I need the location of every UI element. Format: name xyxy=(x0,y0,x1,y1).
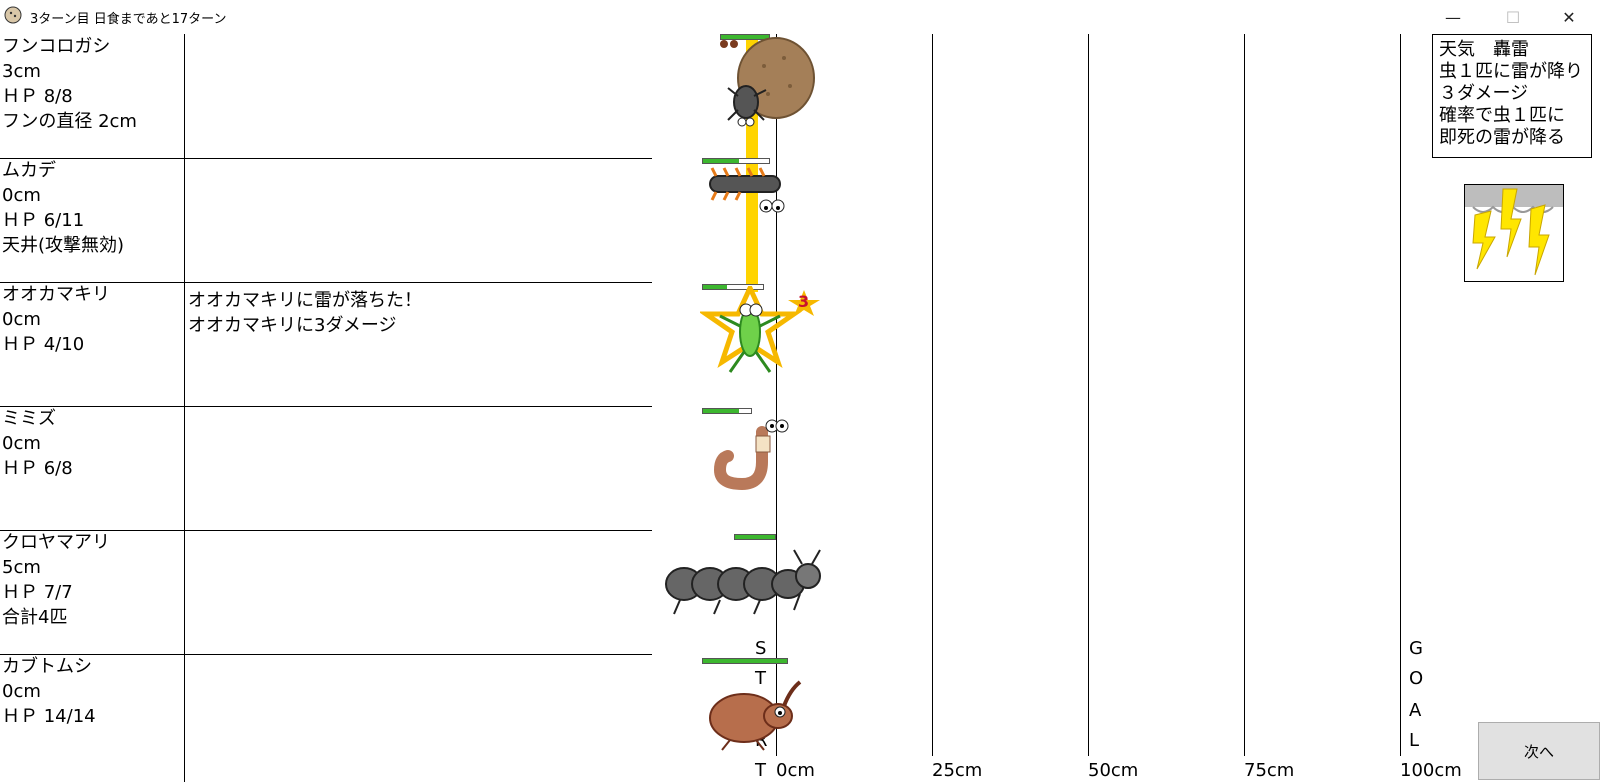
bug-name: ムカデ xyxy=(2,160,56,181)
bug-row-rhino-beetle: カブトムシ 0cm ＨＰ 14/14 xyxy=(0,654,652,782)
bug-distance: 0cm xyxy=(2,185,41,206)
thunderstorm-icon xyxy=(1464,184,1564,282)
weather-description: 虫１匹に雷が降り xyxy=(1439,61,1583,82)
bug-row-ant: クロヤマアリ 5cm ＨＰ 7/7 合計4匹 xyxy=(0,530,652,655)
axis-label-50cm: 50cm xyxy=(1088,760,1139,781)
title-bar: 3ターン目 日食まであと17ターン — ☐ ✕ xyxy=(0,0,1602,34)
earthworm-sprite xyxy=(713,419,789,491)
bug-distance: 3cm xyxy=(2,61,41,82)
close-button[interactable]: ✕ xyxy=(1562,7,1576,27)
bug-name: ミミズ xyxy=(2,408,56,429)
damage-badge: 3 xyxy=(798,292,810,311)
start-letter: S xyxy=(755,638,767,659)
hp-fill xyxy=(721,35,769,39)
dung-beetle-app-icon xyxy=(4,6,22,24)
bug-hp: ＨＰ 4/10 xyxy=(2,334,85,355)
track-line-25cm xyxy=(932,34,933,756)
bug-hp: ＨＰ 6/11 xyxy=(2,210,85,231)
centipede-sprite xyxy=(709,167,785,213)
bug-name: クロヤマアリ xyxy=(2,532,110,553)
hp-fill xyxy=(735,535,775,539)
goal-letter: G xyxy=(1409,638,1423,659)
next-button[interactable]: 次へ xyxy=(1478,722,1600,780)
bug-info: ムカデ 0cm ＨＰ 6/11 天井(攻撃無効) xyxy=(0,158,185,282)
track-line-50cm xyxy=(1088,34,1089,756)
bug-name: オオカマキリ xyxy=(2,284,110,305)
log-line: オオカマキリに3ダメージ xyxy=(188,315,397,336)
bug-note: 合計4匹 xyxy=(2,607,68,628)
bug-hp: ＨＰ 8/8 xyxy=(2,86,73,107)
hp-bar-ant xyxy=(734,534,776,540)
axis-label-100cm: 100cm xyxy=(1400,760,1462,781)
bug-name: フンコロガシ xyxy=(2,36,111,57)
bug-info: カブトムシ 0cm ＨＰ 14/14 xyxy=(0,654,185,782)
axis-label-0cm: 0cm xyxy=(776,760,815,781)
bug-distance: 0cm xyxy=(2,309,41,330)
goal-letter: A xyxy=(1409,700,1422,721)
start-letter: T xyxy=(755,668,766,689)
ant-group-sprite xyxy=(665,549,821,615)
bug-note: 天井(攻撃無効) xyxy=(2,235,125,256)
bug-note: フンの直径 2cm xyxy=(2,111,137,132)
bug-distance: 0cm xyxy=(2,681,41,702)
mantis-hit-sprite xyxy=(700,286,820,373)
dung-beetle-sprite xyxy=(720,37,815,127)
hp-fill xyxy=(703,159,739,163)
bug-hp: ＨＰ 6/8 xyxy=(2,458,73,479)
hp-fill xyxy=(703,409,739,413)
rhino-beetle-sprite xyxy=(709,680,802,751)
bug-info: オオカマキリ 0cm ＨＰ 4/10 xyxy=(0,282,185,406)
axis-label-75cm: 75cm xyxy=(1244,760,1295,781)
hp-bar-centipede xyxy=(702,158,770,164)
bug-info: ミミズ 0cm ＨＰ 6/8 xyxy=(0,406,185,530)
track-line-75cm xyxy=(1244,34,1245,756)
weather-description: ３ダメージ xyxy=(1439,83,1529,104)
bug-row-earthworm: ミミズ 0cm ＨＰ 6/8 xyxy=(0,406,652,531)
bug-row-mantis: オオカマキリ 0cm ＨＰ 4/10 オオカマキリに雷が落ちた！ オオカマキリに… xyxy=(0,282,652,407)
bug-hp: ＨＰ 14/14 xyxy=(2,706,96,727)
hp-fill xyxy=(703,285,727,289)
track-line-0cm xyxy=(776,34,777,756)
hp-bar-dung-beetle xyxy=(720,34,770,40)
start-letter: T xyxy=(755,760,766,781)
bug-row-centipede: ムカデ 0cm ＨＰ 6/11 天井(攻撃無効) xyxy=(0,158,652,283)
minimize-button[interactable]: — xyxy=(1445,7,1461,27)
hp-bar-mantis xyxy=(702,284,764,290)
axis-label-25cm: 25cm xyxy=(932,760,983,781)
hp-bar-rhino-beetle xyxy=(702,658,788,664)
bug-hp: ＨＰ 7/7 xyxy=(2,582,73,603)
bug-log: オオカマキリに雷が落ちた！ オオカマキリに3ダメージ xyxy=(188,288,422,338)
hp-fill xyxy=(703,659,787,663)
maximize-button[interactable]: ☐ xyxy=(1505,7,1521,27)
hp-bar-earthworm xyxy=(702,408,752,414)
weather-title: 天気 轟雷 xyxy=(1439,39,1529,60)
weather-panel: 天気 轟雷 虫１匹に雷が降り ３ダメージ 確率で虫１匹に 即死の雷が降る xyxy=(1432,34,1592,158)
goal-letter: L xyxy=(1409,730,1420,751)
bug-distance: 0cm xyxy=(2,433,41,454)
track-line-100cm xyxy=(1400,34,1401,756)
window-title: 3ターン目 日食まであと17ターン xyxy=(30,12,227,27)
bug-info: クロヤマアリ 5cm ＨＰ 7/7 合計4匹 xyxy=(0,530,185,654)
goal-letter: O xyxy=(1409,668,1424,689)
bug-name: カブトムシ xyxy=(2,656,92,677)
log-line: オオカマキリに雷が落ちた！ xyxy=(188,290,422,311)
weather-description: 即死の雷が降る xyxy=(1439,127,1565,148)
bug-info: フンコロガシ 3cm ＨＰ 8/8 フンの直径 2cm xyxy=(0,34,185,158)
bug-distance: 5cm xyxy=(2,557,41,578)
weather-description: 確率で虫１匹に xyxy=(1439,105,1565,126)
bug-row-dung-beetle: フンコロガシ 3cm ＨＰ 8/8 フンの直径 2cm xyxy=(0,34,652,159)
